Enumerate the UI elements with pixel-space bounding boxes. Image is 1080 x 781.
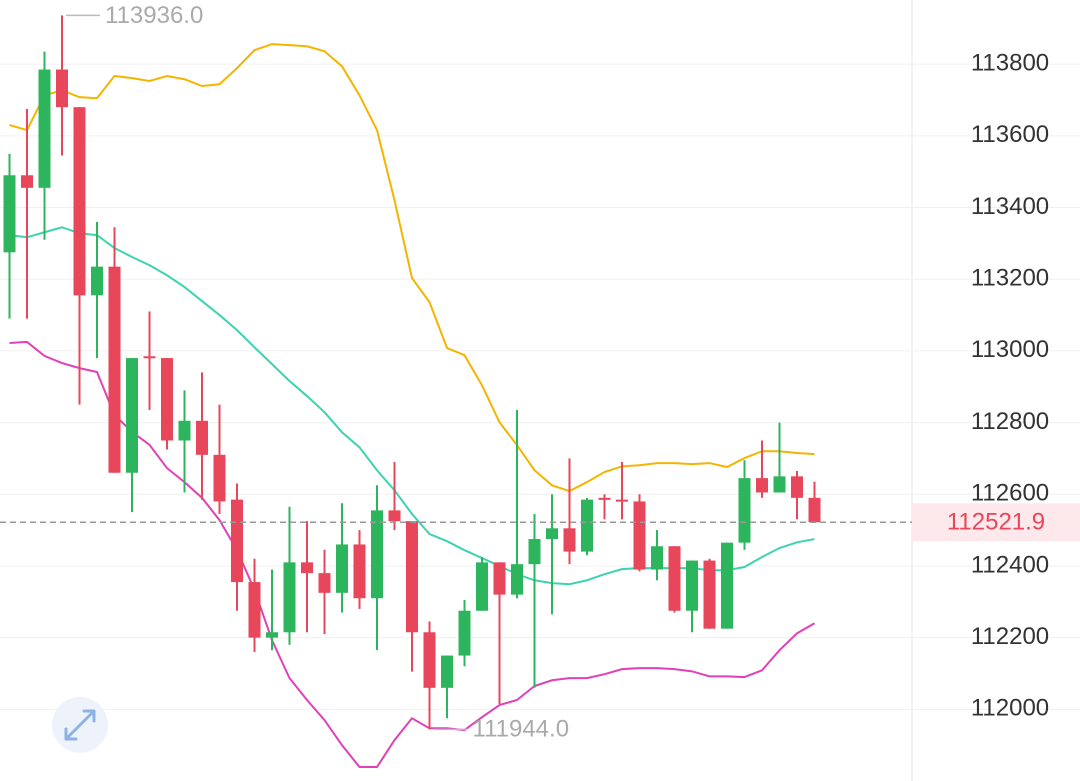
last-price-box [912,503,1080,542]
band-line [9,43,815,493]
candle-body [126,358,138,473]
candle-body [318,573,331,593]
candle-body [581,499,593,552]
candle-body [371,510,383,599]
y-tick-label: 113400 [971,193,1049,220]
candle-body [668,546,681,611]
candle-body [56,69,68,108]
candle-body [196,420,208,455]
y-tick-label: 112400 [971,551,1049,578]
candle-body [161,358,173,441]
candle-body [266,632,278,638]
candle-body [301,562,313,574]
candle-body [686,560,698,611]
candle-body [143,356,156,359]
y-tick-label: 112600 [971,480,1049,507]
candle-body [546,528,558,540]
candle-body [721,542,733,629]
candle-body [511,564,523,595]
expand-button[interactable] [52,697,108,753]
candle-body [441,655,453,688]
expand-icon[interactable] [64,709,96,741]
candle-body [3,175,16,253]
candle-body [91,266,103,296]
candle-body [388,510,401,522]
candle-body [73,107,86,296]
y-tick-label: 113600 [971,121,1049,148]
candle-body [423,632,436,688]
candle-body [248,582,261,638]
candle-body [476,562,488,611]
candle-body [633,501,646,570]
candle-body [493,562,506,595]
candle-body [703,560,716,629]
candle-body [21,175,33,188]
candle-body [38,69,51,188]
min-label: 111944.0 [473,716,570,743]
candle-body [563,528,576,552]
candle-body [213,454,226,502]
candle-body [336,544,348,593]
candle-body [458,610,471,656]
candle-body [406,521,418,633]
last-price-label: 112521.9 [947,509,1045,536]
candle-body [651,546,663,570]
candle-body [353,544,366,599]
candle-body [791,476,803,498]
candle-body [231,499,243,583]
max-label: 113936.0 [105,2,203,29]
band-line [9,340,815,769]
candle-body [808,497,821,523]
candle-body [773,476,786,493]
candle-body [283,562,296,633]
candle-body [598,497,611,500]
candle-body [616,499,628,502]
candle-body [528,539,541,565]
y-tick-label: 113800 [971,50,1049,77]
candle-body [178,420,191,441]
y-tick-label: 113200 [971,265,1049,292]
candle-body [756,478,768,493]
candle-body [108,266,121,473]
y-tick-label: 112200 [971,623,1049,650]
y-tick-label: 112000 [971,695,1049,722]
y-tick-label: 112800 [971,408,1049,435]
y-tick-label: 113000 [971,336,1049,363]
candle-body [738,478,751,543]
